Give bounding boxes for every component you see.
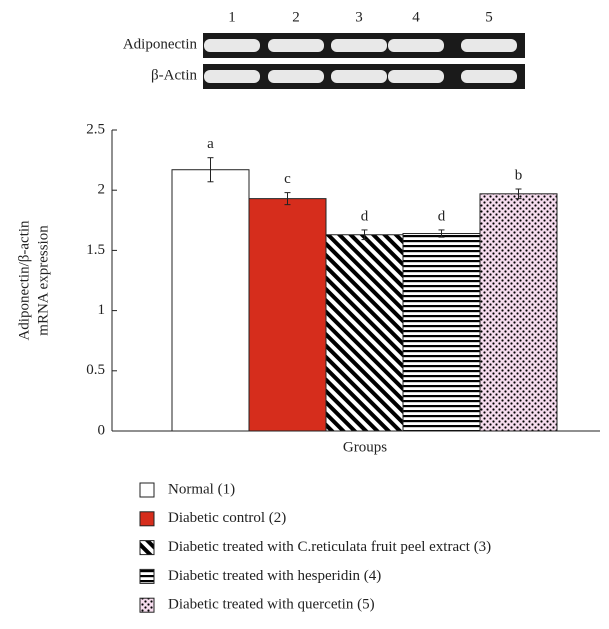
gel-band <box>268 39 324 52</box>
legend-swatch <box>140 541 154 555</box>
y-tick-label: 2.5 <box>86 121 105 137</box>
bar <box>326 235 403 431</box>
gel-row-label: Adiponectin <box>123 36 198 52</box>
y-tick-label: 1.5 <box>86 242 105 258</box>
significance-letter: c <box>284 171 291 187</box>
legend-label: Normal (1) <box>168 481 235 497</box>
bar <box>403 234 480 431</box>
gel-band <box>388 39 444 52</box>
gel-band <box>331 39 387 52</box>
legend-swatch <box>140 569 154 583</box>
significance-letter: d <box>438 208 446 224</box>
legend-swatch <box>140 598 154 612</box>
gel-band <box>268 70 324 83</box>
gel-band <box>204 39 260 52</box>
y-axis-label: mRNA expression <box>35 225 51 336</box>
lane-label: 5 <box>485 9 493 25</box>
y-axis-label: Adiponectin/β-actin <box>16 220 32 341</box>
legend-label: Diabetic treated with hesperidin (4) <box>168 568 381 584</box>
significance-letter: d <box>361 208 369 224</box>
lane-label: 4 <box>412 9 420 25</box>
gel-row-label: β-Actin <box>151 67 197 83</box>
lane-label: 3 <box>355 9 363 25</box>
bar <box>172 170 249 431</box>
gel-band <box>388 70 444 83</box>
y-tick-label: 0 <box>98 422 106 438</box>
gel-band <box>204 70 260 83</box>
bar <box>249 199 326 431</box>
significance-letter: b <box>515 167 523 183</box>
y-tick-label: 2 <box>98 182 106 198</box>
gel-band <box>461 39 517 52</box>
legend-label: Diabetic treated with C.reticulata fruit… <box>168 539 491 555</box>
legend-swatch <box>140 483 154 497</box>
x-axis-label: Groups <box>343 439 387 455</box>
lane-label: 1 <box>228 9 236 25</box>
legend-label: Diabetic treated with quercetin (5) <box>168 597 375 613</box>
gel-band <box>331 70 387 83</box>
legend-swatch <box>140 512 154 526</box>
significance-letter: a <box>207 136 214 152</box>
y-tick-label: 1 <box>98 302 106 318</box>
lane-label: 2 <box>292 9 300 25</box>
bar <box>480 194 557 431</box>
gel-band <box>461 70 517 83</box>
y-tick-label: 0.5 <box>86 362 105 378</box>
legend-label: Diabetic control (2) <box>168 510 286 526</box>
chart: 1 2 3 4 5 Adiponectin β-Actin 0 0.5 1 1.5 2 2.5 Adipo… <box>0 0 609 629</box>
